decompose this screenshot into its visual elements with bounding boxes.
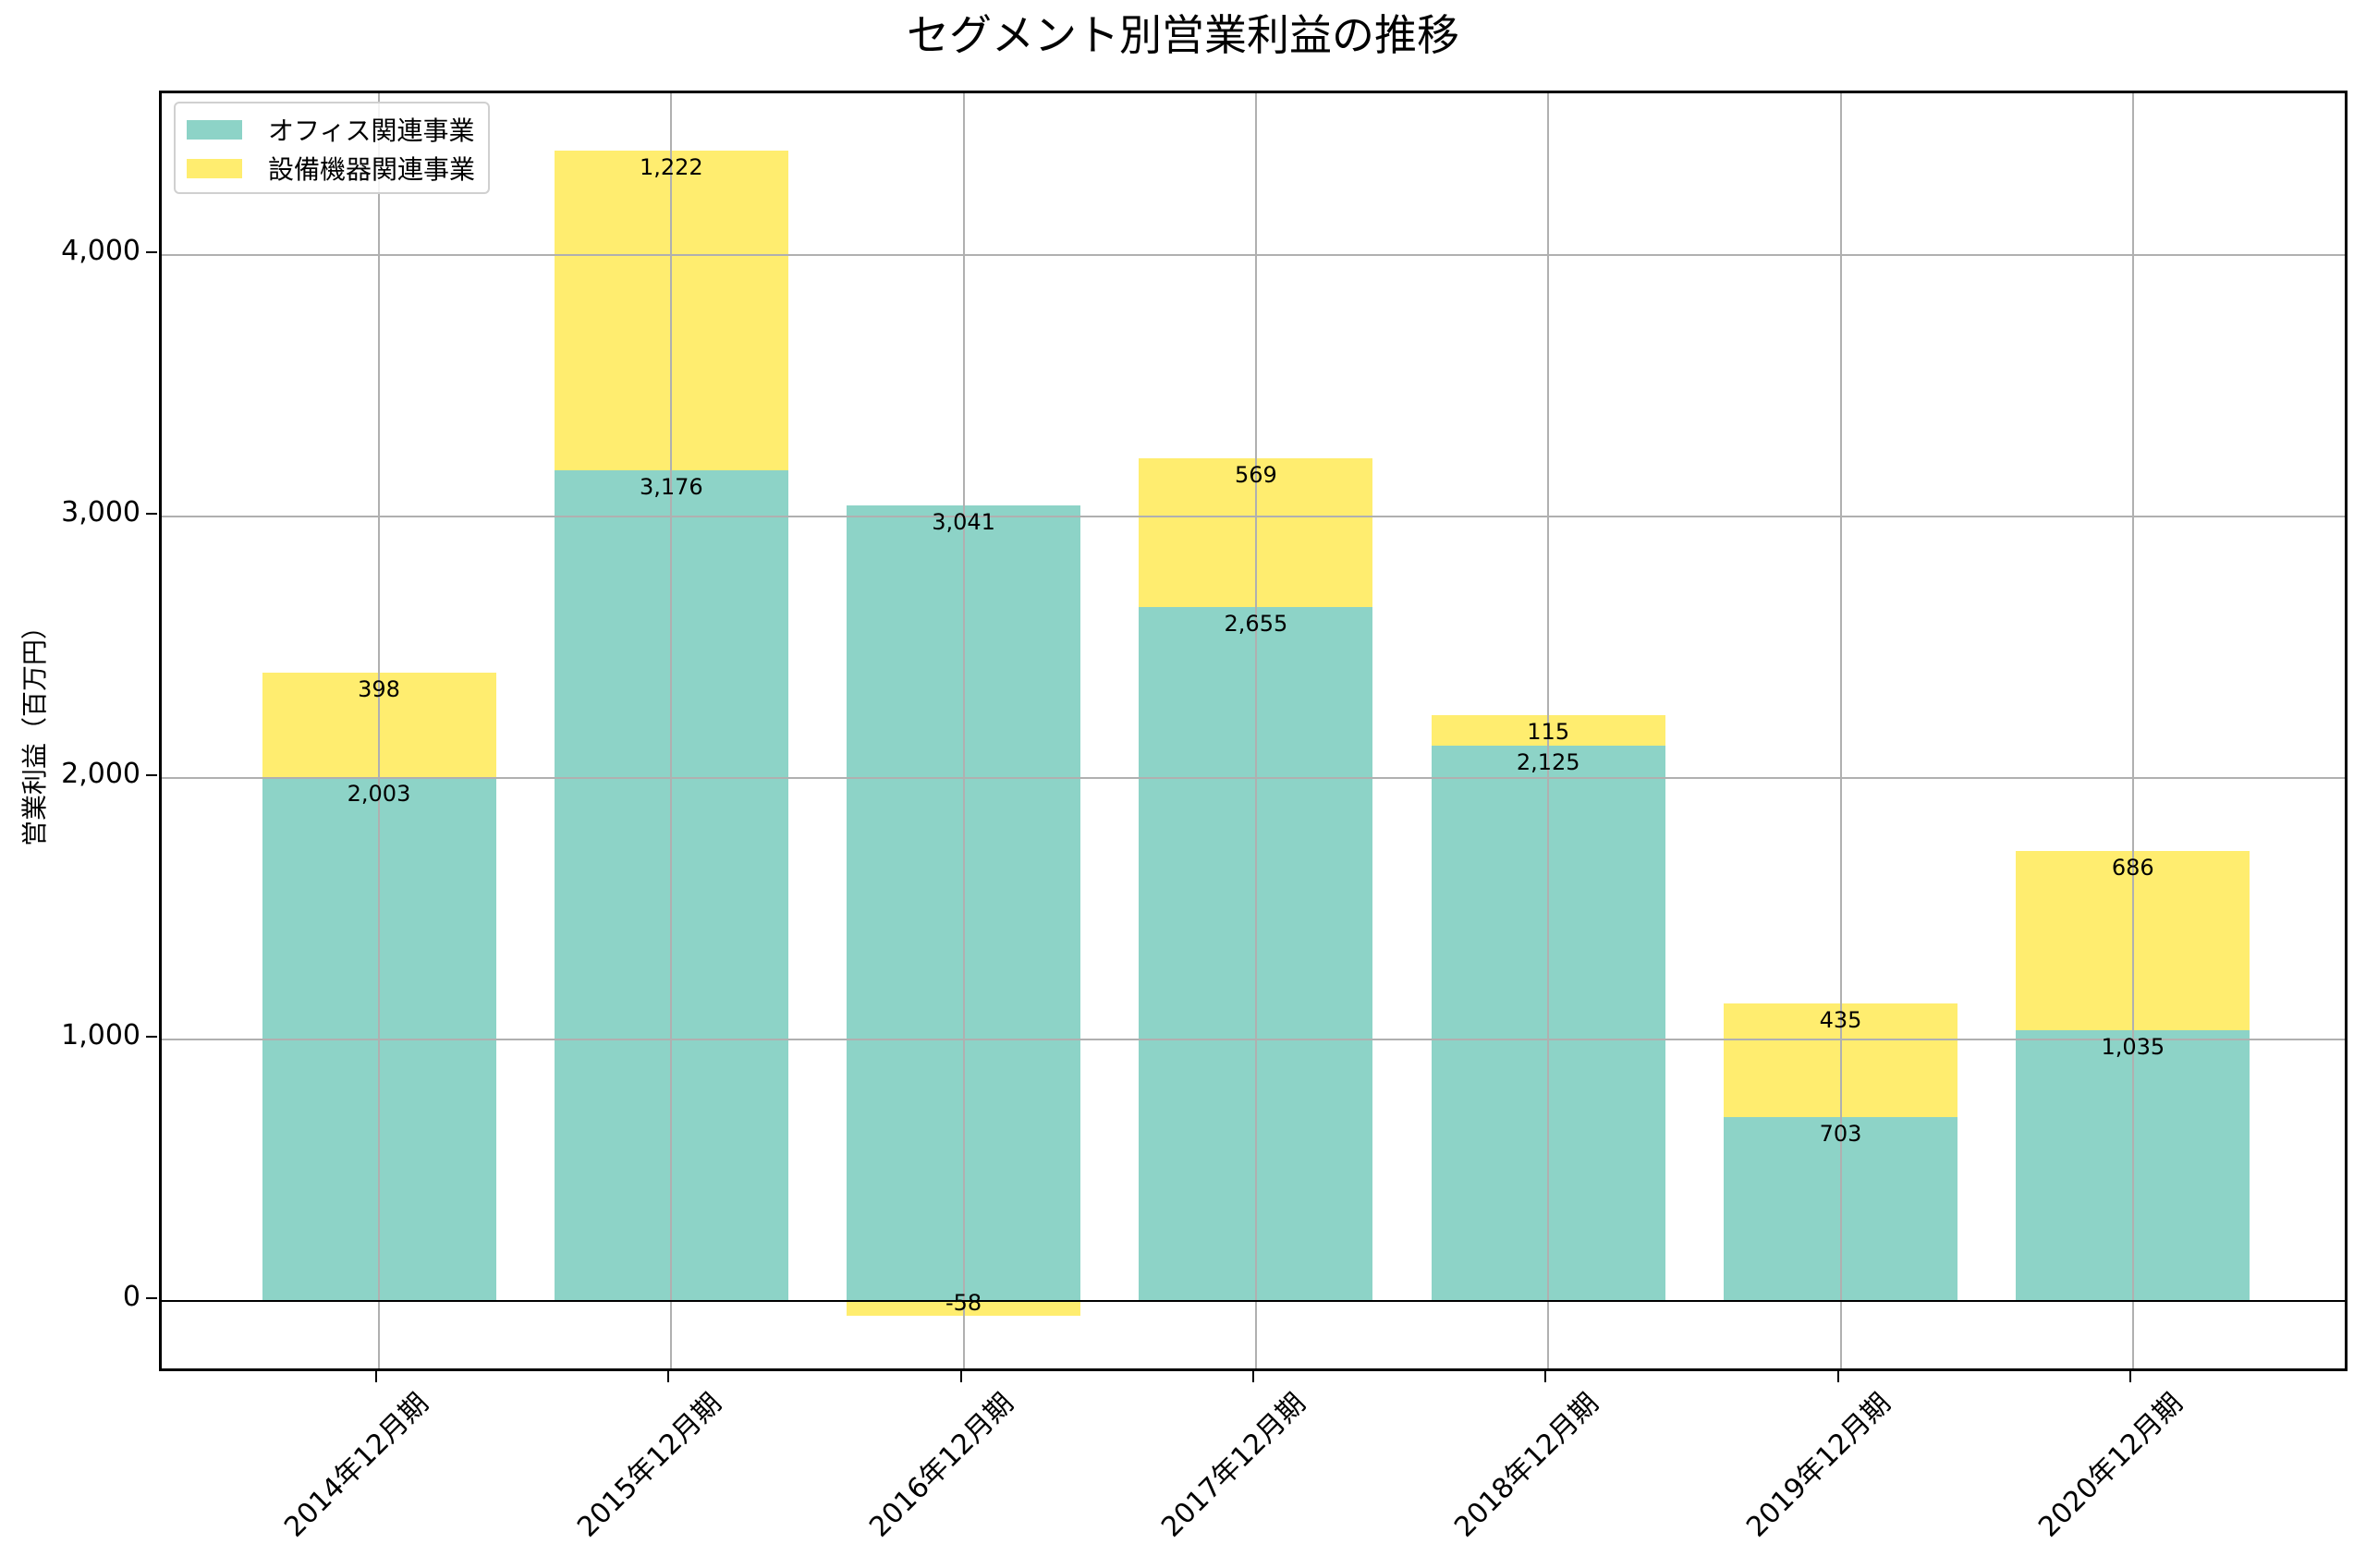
data-label: 3,176 [639, 474, 703, 501]
y-tick [146, 1036, 157, 1038]
x-tick [667, 1371, 670, 1382]
data-label: 569 [1234, 461, 1277, 488]
x-tick [2128, 1371, 2131, 1382]
x-tick-label: 2017年12月期 [1155, 1387, 1312, 1544]
legend-label-office: オフィス関連事業 [268, 115, 475, 146]
data-label: 435 [1819, 1006, 1862, 1033]
x-tick-label: 2016年12月期 [863, 1387, 1020, 1544]
y-tick-label: 1,000 [61, 1019, 140, 1051]
y-tick [146, 250, 157, 253]
gridline-vertical [1547, 93, 1550, 1368]
data-label: 2,125 [1516, 748, 1580, 775]
gridline-vertical [2131, 93, 2134, 1368]
chart-title: セグメント別営業利益の推移 [907, 10, 1459, 60]
x-tick [1251, 1371, 1254, 1382]
data-labels-layer: 2,003 398 3,176 1,222 3,041 -58 2,655 569 2,125 1… [162, 93, 2345, 1368]
data-label: 1,222 [639, 154, 703, 181]
legend-label-equipment: 設備機器関連事業 [268, 154, 476, 185]
data-label: -58 [945, 1290, 982, 1317]
legend-item-office: オフィス関連事業 [187, 111, 474, 148]
y-tick-label: 4,000 [61, 234, 140, 267]
y-tick-label: 3,000 [61, 495, 140, 529]
y-axis-title: 営業利益（百万円） [19, 613, 50, 847]
gridline-horizontal [162, 515, 2345, 517]
x-tick [1836, 1371, 1839, 1382]
x-tick [375, 1371, 377, 1382]
legend-item-equipment: 設備機器関連事業 [187, 150, 475, 187]
data-label: 398 [358, 676, 400, 703]
x-tick-label: 2019年12月期 [1740, 1387, 1897, 1544]
data-label: 3,041 [932, 509, 995, 536]
grid-layer [162, 93, 2345, 1368]
y-tick [146, 773, 157, 776]
gridline-vertical [962, 93, 965, 1368]
x-tick [959, 1371, 962, 1382]
gridline-vertical [1839, 93, 1842, 1368]
data-label: 2,655 [1224, 610, 1288, 637]
legend-swatch-office [187, 119, 242, 140]
y-tick [146, 512, 157, 515]
gridline-horizontal [162, 776, 2345, 779]
data-label: 2,003 [347, 781, 411, 808]
x-tick-label: 2014年12月期 [278, 1387, 435, 1544]
legend: オフィス関連事業 設備機器関連事業 [174, 102, 490, 194]
data-label: 703 [1819, 1121, 1862, 1148]
x-tick [1544, 1371, 1547, 1382]
zero-line [162, 1300, 2345, 1303]
x-tick-label: 2018年12月期 [1447, 1387, 1605, 1544]
data-label: 686 [2111, 854, 2154, 881]
gridline-vertical [1254, 93, 1257, 1368]
legend-swatch-equipment [187, 158, 242, 178]
y-tick-label: 2,000 [61, 757, 140, 790]
gridline-horizontal [162, 1039, 2345, 1040]
gridline-horizontal [162, 253, 2345, 256]
plot-area: 2,003 398 3,176 1,222 3,041 -58 2,655 569 2,125 1… [159, 91, 2348, 1371]
y-tick-label: 0 [122, 1281, 140, 1314]
gridline-vertical [670, 93, 673, 1368]
y-tick [146, 1297, 157, 1300]
x-tick-label: 2015年12月期 [570, 1387, 728, 1544]
gridline-vertical [378, 93, 380, 1368]
data-label: 115 [1527, 719, 1570, 746]
x-tick-label: 2020年12月期 [2032, 1387, 2189, 1544]
data-label: 1,035 [2101, 1034, 2165, 1061]
